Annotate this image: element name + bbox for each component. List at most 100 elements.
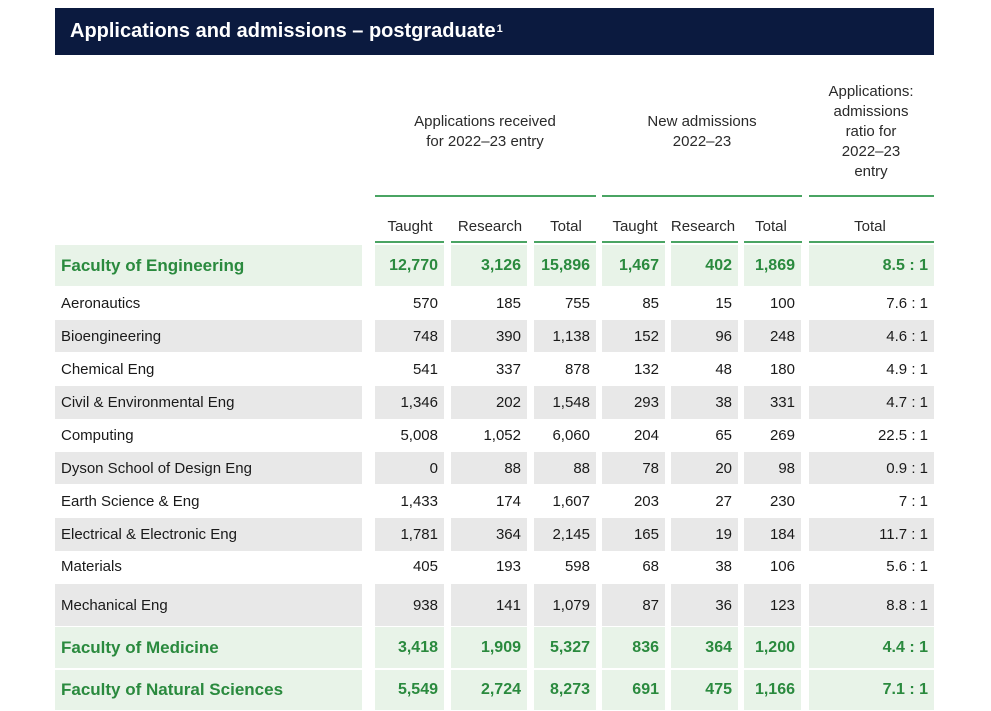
column-header-underline	[451, 241, 527, 243]
table-cell: 1,781	[375, 518, 444, 551]
table-cell: 36	[671, 584, 738, 626]
row-label: Bioengineering	[55, 320, 362, 352]
table-cell: 12,770	[375, 245, 444, 286]
table-cell: 141	[451, 584, 527, 626]
faculty-row: Faculty of Medicine 3,418 1,909 5,327 836 364…	[55, 627, 934, 668]
table-cell: 8.5 : 1	[809, 245, 934, 286]
table-cell: 203	[633, 492, 659, 510]
table-cell: 193	[495, 558, 521, 575]
row-label: Mechanical Eng	[55, 584, 362, 626]
table-cell: 4.9 : 1	[886, 360, 928, 378]
table-cell: 96	[671, 320, 738, 352]
table-cell: 1,607	[552, 492, 590, 510]
table-cell: 248	[744, 320, 801, 352]
table-row: Mechanical Eng 938 141 1,079 87 36 123 8.8 : 1	[55, 584, 934, 626]
group-underline-applications	[375, 195, 596, 197]
table-cell: 2,724	[451, 670, 527, 710]
faculty-row: Faculty of Engineering 12,770 3,126 15,896 1…	[55, 245, 934, 286]
table-cell: 87	[602, 584, 665, 626]
table-cell: 78	[602, 452, 665, 484]
table-cell: 402	[671, 245, 738, 286]
row-label: Computing	[61, 426, 134, 444]
column-header: Taught	[387, 218, 433, 235]
column-header: Research	[670, 218, 736, 235]
table-cell: 337	[495, 360, 521, 378]
table-cell: 364	[451, 518, 527, 551]
table-cell: 65	[715, 426, 732, 444]
table-cell: 15	[715, 294, 732, 312]
row-label: Materials	[61, 558, 122, 575]
table-cell: 48	[715, 360, 732, 378]
column-header-underline	[375, 241, 444, 243]
table-cell: 8.8 : 1	[809, 584, 934, 626]
column-header: Total	[755, 218, 787, 235]
table-cell: 106	[769, 558, 795, 575]
table-cell: 165	[602, 518, 665, 551]
column-header: Total	[550, 218, 582, 235]
table-cell: 2,145	[534, 518, 596, 551]
table-cell: 878	[564, 360, 590, 378]
table-cell: 0	[375, 452, 444, 484]
table-cell: 1,052	[483, 426, 521, 444]
table-row: Aeronautics 570 185 755 85 15 100 7.6 : 1	[55, 288, 934, 318]
table-cell: 5,549	[375, 670, 444, 710]
table-row: Electrical & Electronic Eng 1,781 364 2,145…	[55, 518, 934, 551]
table-cell: 5,327	[534, 627, 596, 668]
row-label: Aeronautics	[61, 294, 141, 312]
table-cell: 1,467	[602, 245, 665, 286]
table-cell: 1,200	[744, 627, 801, 668]
table-cell: 269	[769, 426, 795, 444]
table-cell: 88	[451, 452, 527, 484]
table-cell: 7.6 : 1	[886, 294, 928, 312]
column-header: Research	[457, 218, 523, 235]
table-cell: 541	[412, 360, 438, 378]
table-title: Applications and admissions – postgradua…	[70, 20, 496, 42]
row-label: Electrical & Electronic Eng	[55, 518, 362, 551]
table-cell: 748	[375, 320, 444, 352]
table-cell: 185	[495, 294, 521, 312]
table-cell: 1,346	[375, 386, 444, 419]
table-cell: 691	[602, 670, 665, 710]
table-cell: 598	[564, 558, 590, 575]
table-cell: 202	[451, 386, 527, 419]
group-underline-admissions	[602, 195, 802, 197]
row-label: Faculty of Natural Sciences	[55, 670, 362, 710]
table-cell: 11.7 : 1	[809, 518, 934, 551]
table-cell: 1,433	[400, 492, 438, 510]
table-title-bar: Applications and admissions – postgradua…	[55, 8, 934, 55]
table-row: Chemical Eng 541 337 878 132 48 180 4.9 : 1	[55, 353, 934, 385]
title-footnote-marker: 1	[496, 22, 503, 35]
table-cell: 184	[744, 518, 801, 551]
column-header-underline	[602, 241, 665, 243]
table-cell: 132	[633, 360, 659, 378]
table-cell: 38	[671, 386, 738, 419]
table-cell: 475	[671, 670, 738, 710]
table-cell: 3,418	[375, 627, 444, 668]
table-cell: 19	[671, 518, 738, 551]
table-cell: 4.6 : 1	[809, 320, 934, 352]
table-cell: 152	[602, 320, 665, 352]
table-cell: 204	[633, 426, 659, 444]
column-header-underline	[809, 241, 934, 243]
table-cell: 331	[744, 386, 801, 419]
table-cell: 1,909	[451, 627, 527, 668]
table-cell: 3,126	[451, 245, 527, 286]
table-cell: 293	[602, 386, 665, 419]
table-cell: 364	[671, 627, 738, 668]
table-row: Civil & Environmental Eng 1,346 202 1,548 29…	[55, 386, 934, 419]
table-cell: 836	[602, 627, 665, 668]
table-cell: 1,079	[534, 584, 596, 626]
faculty-row: Faculty of Natural Sciences 5,549 2,724 8,2…	[55, 670, 934, 710]
table-row: Materials 405 193 598 68 38 106 5.6 : 1	[55, 551, 934, 582]
column-header: Taught	[612, 218, 658, 235]
table-cell: 27	[715, 492, 732, 510]
row-label: Civil & Environmental Eng	[55, 386, 362, 419]
table-cell: 174	[495, 492, 521, 510]
table-cell: 1,166	[744, 670, 801, 710]
table-cell: 755	[564, 294, 590, 312]
table-cell: 405	[412, 558, 438, 575]
column-header-underline	[534, 241, 596, 243]
table-cell: 5,008	[400, 426, 438, 444]
table-cell: 38	[715, 558, 732, 575]
table-cell: 68	[642, 558, 659, 575]
